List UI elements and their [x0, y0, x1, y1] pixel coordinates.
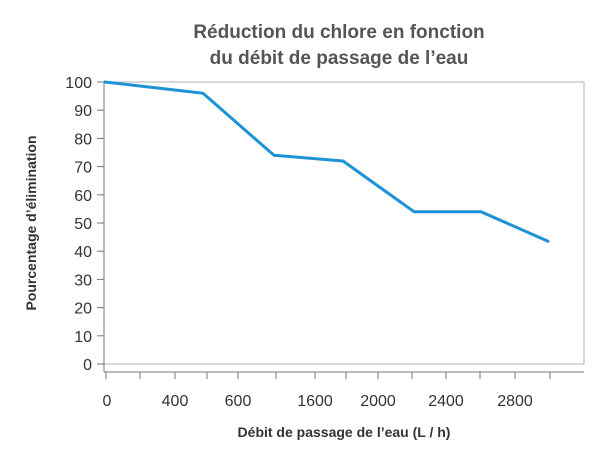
y-tick-label: 40: [74, 244, 92, 261]
series-line: [103, 80, 550, 243]
x-tick-label: 2000: [360, 393, 396, 410]
y-tick-label: 80: [74, 131, 92, 148]
y-tick-label: 60: [74, 188, 92, 205]
plot-frame: [103, 81, 585, 365]
y-axis-label: Pourcentage d’élimination: [23, 135, 39, 310]
x-axis-label: Débit de passage de l’eau (L / h): [238, 424, 451, 440]
y-tick-label: 30: [74, 272, 92, 289]
x-axis-ticks: 0 400 600 1600 2000 2400 2800: [103, 372, 551, 410]
x-tick-label: 1600: [297, 393, 333, 410]
y-tick-label: 10: [74, 329, 92, 346]
y-tick-label: 50: [74, 216, 92, 233]
x-tick-label: 2800: [497, 393, 533, 410]
y-tick-label: 20: [74, 301, 92, 318]
x-tick-label: 600: [225, 393, 252, 410]
x-tick-label: 400: [162, 393, 189, 410]
y-tick-label: 100: [65, 75, 92, 92]
y-tick-label: 70: [74, 160, 92, 177]
y-tick-label: 0: [83, 357, 92, 374]
x-tick-label: 2400: [428, 393, 464, 410]
y-tick-label: 90: [74, 103, 92, 120]
chart-title-line-2: du débit de passage de l’eau: [210, 48, 469, 69]
x-tick-label: 0: [103, 393, 112, 410]
chart-title-line-1: Réduction du chlore en fonction: [193, 22, 484, 43]
y-axis-ticks: 0 10 20 30 40 50 60 70 80 90 100: [65, 75, 104, 374]
